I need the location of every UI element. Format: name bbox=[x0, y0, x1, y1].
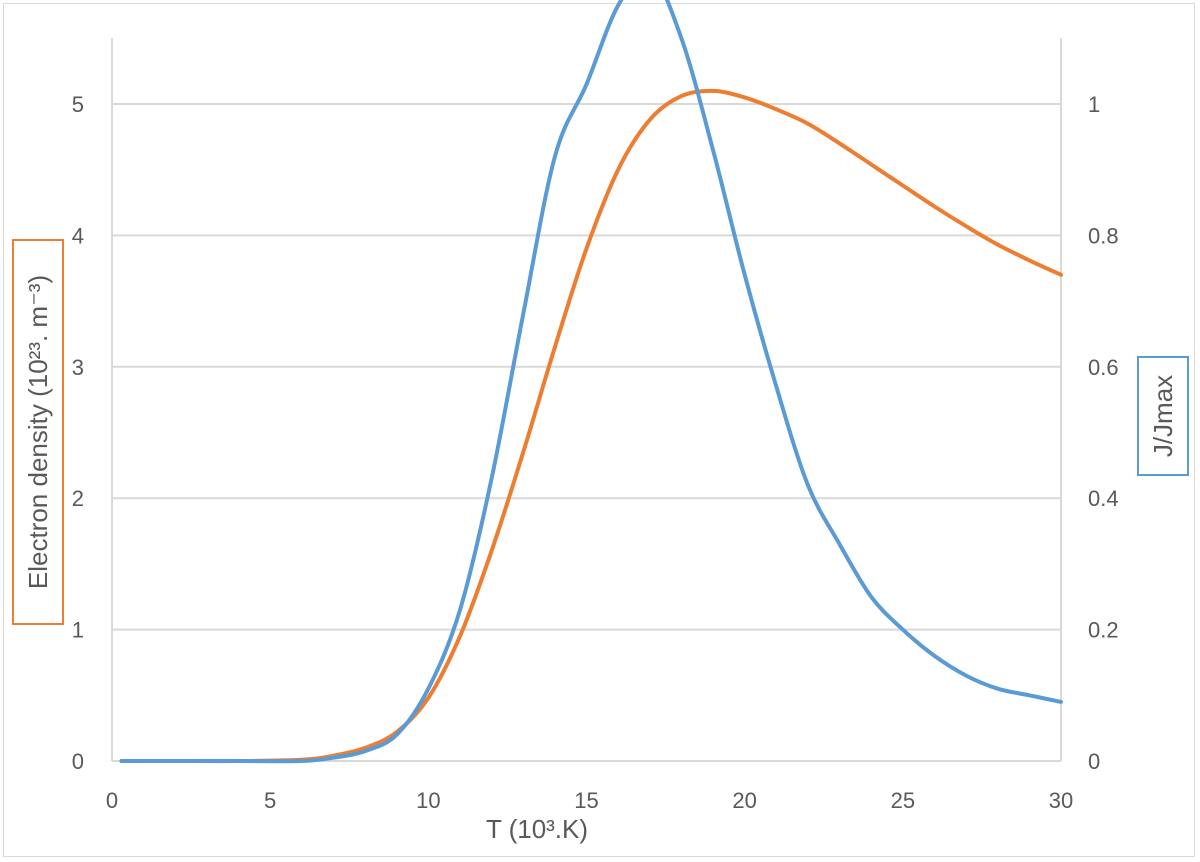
y-left-tick-label: 3 bbox=[72, 355, 84, 380]
series-line-left bbox=[119, 88, 1063, 764]
y-right-tick-label: 0 bbox=[1088, 749, 1100, 774]
y-left-title-box bbox=[12, 239, 64, 625]
series-layer bbox=[119, 0, 1063, 764]
y-right-tick-label: 1 bbox=[1088, 92, 1100, 117]
y-left-title-text: Electron density (10²³. m⁻³) bbox=[23, 275, 53, 589]
x-tick-label: 0 bbox=[106, 788, 118, 813]
x-tick-label: 10 bbox=[416, 788, 440, 813]
y-left-tick-label: 1 bbox=[72, 618, 84, 643]
y-right-tick-label: 0.4 bbox=[1088, 486, 1119, 511]
x-tick-label: 20 bbox=[732, 788, 756, 813]
x-tick-labels: 0 5 10 15 20 25 30 bbox=[106, 788, 1073, 813]
series-line-right bbox=[119, 0, 1063, 764]
x-tick-label: 5 bbox=[264, 788, 276, 813]
x-tick-label: 25 bbox=[891, 788, 915, 813]
y-right-tick-label: 0.8 bbox=[1088, 223, 1119, 248]
y-right-tick-labels: 0 0.2 0.4 0.6 0.8 1 bbox=[1088, 92, 1119, 774]
chart-frame bbox=[3, 3, 1195, 857]
y-right-title-text: J/Jmax bbox=[1148, 375, 1178, 457]
y-left-tick-label: 4 bbox=[72, 223, 84, 248]
x-axis-title: T (10³.K) bbox=[486, 814, 588, 844]
y-right-tick-label: 0.6 bbox=[1088, 355, 1119, 380]
y-right-tick-label: 0.2 bbox=[1088, 618, 1119, 643]
y-left-axis-title: Electron density (10²³. m⁻³) bbox=[12, 239, 64, 625]
y-right-title-box bbox=[1137, 356, 1189, 476]
y-left-tick-label: 5 bbox=[72, 92, 84, 117]
x-tick-label: 30 bbox=[1049, 788, 1073, 813]
y-left-tick-label: 0 bbox=[72, 749, 84, 774]
grid bbox=[111, 38, 1062, 762]
y-left-tick-labels: 0 1 2 3 4 5 bbox=[72, 92, 84, 774]
y-left-tick-label: 2 bbox=[72, 486, 84, 511]
y-right-axis-title: J/Jmax bbox=[1137, 356, 1189, 476]
x-tick-label: 15 bbox=[574, 788, 598, 813]
